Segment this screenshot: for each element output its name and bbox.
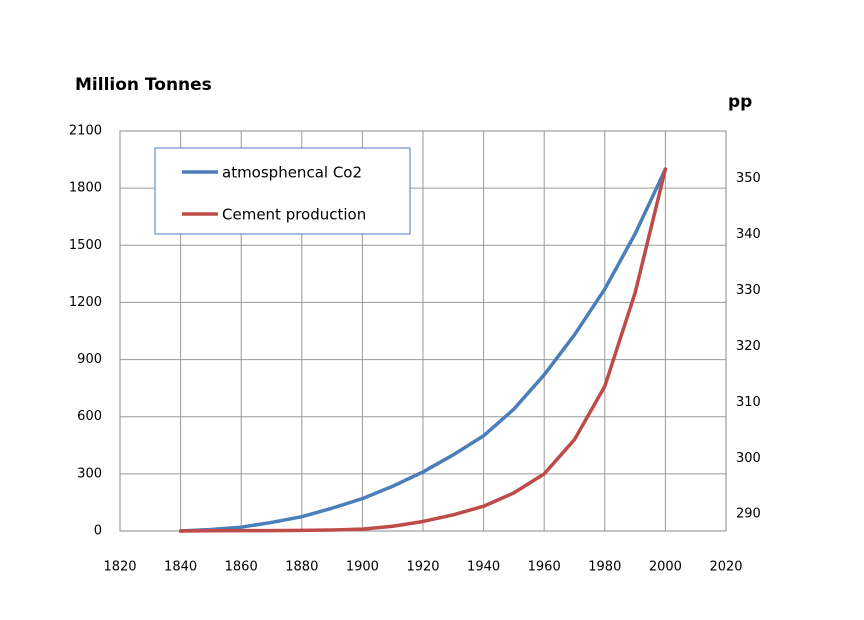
- y-tick-label: 2100: [69, 124, 102, 139]
- legend-box: [154, 147, 411, 235]
- y-tick-label: 300: [77, 466, 102, 481]
- x-tick-label: 1840: [164, 560, 197, 575]
- y-tick-label: 1500: [69, 238, 102, 253]
- legend-label: atmosphencal Co2: [222, 164, 362, 182]
- y-tick-label: 900: [77, 352, 102, 367]
- legend-label: Cement production: [222, 206, 366, 224]
- y2-tick-label: 340: [736, 227, 761, 242]
- x-tick-label: 1820: [103, 560, 136, 575]
- y2-tick-label: 300: [736, 451, 761, 466]
- x-tick-label: 2000: [649, 560, 682, 575]
- x-tick-label: 1940: [467, 560, 500, 575]
- y2-tick-label: 330: [736, 283, 761, 298]
- x-tick-label: 1980: [588, 560, 621, 575]
- series-line: [178, 167, 668, 533]
- chart-title: Million Tonnes: [75, 75, 212, 95]
- y-tick-label: 1200: [69, 295, 102, 310]
- x-tick-label: 1900: [346, 560, 379, 575]
- y-tick-label: 0: [94, 524, 102, 539]
- x-tick-label: 1920: [406, 560, 439, 575]
- x-tick-label: 1960: [528, 560, 561, 575]
- y-tick-label: 600: [77, 409, 102, 424]
- y2-tick-label: 290: [736, 507, 761, 522]
- y2-tick-label: 320: [736, 339, 761, 354]
- y2-axis-label: pp: [728, 92, 752, 112]
- x-tick-label: 1880: [285, 560, 318, 575]
- x-tick-label: 2020: [709, 560, 742, 575]
- x-tick-label: 1860: [225, 560, 258, 575]
- series-line: [178, 167, 668, 533]
- y2-tick-label: 350: [736, 171, 761, 186]
- y2-tick-label: 310: [736, 395, 761, 410]
- plot-border: [119, 130, 727, 532]
- y-tick-label: 1800: [69, 181, 102, 196]
